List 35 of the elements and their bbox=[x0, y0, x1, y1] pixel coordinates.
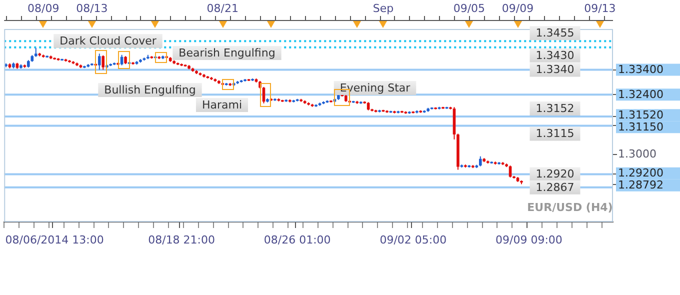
y-tick-label: 1.28792 bbox=[618, 178, 664, 192]
candlestick bbox=[478, 156, 482, 167]
annotation: Evening Star bbox=[340, 81, 411, 94]
annotation: Bearish Engulfing bbox=[178, 46, 276, 60]
ref-line-label: 1.3430 bbox=[536, 48, 574, 62]
ref-line-label: 1.2920 bbox=[536, 168, 574, 181]
ref-line-label: 1.2867 bbox=[536, 180, 574, 194]
candlestick bbox=[98, 53, 101, 70]
text: 09/05 bbox=[453, 2, 486, 15]
text: Sep bbox=[372, 2, 394, 15]
annotation: EUR/USD (H4) bbox=[527, 200, 613, 214]
text: 08/13 bbox=[76, 2, 108, 15]
x-tick-label: 08/06/2014 13:00 bbox=[5, 233, 104, 246]
text: 08/21 bbox=[206, 2, 239, 15]
x-tick-label: 09/02 05:00 bbox=[380, 233, 447, 246]
ref-line-label: 1.3340 bbox=[536, 63, 574, 76]
x-tick-label: 09/09 09:00 bbox=[496, 233, 562, 246]
annotation: Bullish Engulfing bbox=[104, 83, 196, 96]
y-tick-label: 1.3000 bbox=[618, 148, 656, 161]
candlestick bbox=[102, 54, 105, 70]
x-tick-label: 08/26 01:00 bbox=[264, 233, 331, 246]
text: 09/13 bbox=[584, 2, 616, 15]
y-tick-label: 1.33400 bbox=[618, 63, 664, 76]
annotation: Dark Cloud Cover bbox=[60, 34, 157, 48]
y-tick-label: 1.32400 bbox=[618, 88, 664, 102]
ref-line-label: 1.3152 bbox=[536, 102, 574, 115]
text: 08/09 bbox=[28, 2, 60, 15]
ref-line-label: 1.3455 bbox=[536, 26, 574, 40]
ref-line-label: 1.3115 bbox=[536, 127, 574, 140]
text: 09/09 bbox=[502, 2, 534, 15]
annotation: Harami bbox=[202, 98, 242, 112]
x-tick-label: 08/18 21:00 bbox=[148, 233, 216, 246]
y-tick-label: 1.31150 bbox=[618, 120, 664, 134]
y-tick-label: 1.29200 bbox=[618, 166, 664, 180]
y-tick-label: 1.31520 bbox=[618, 108, 664, 122]
